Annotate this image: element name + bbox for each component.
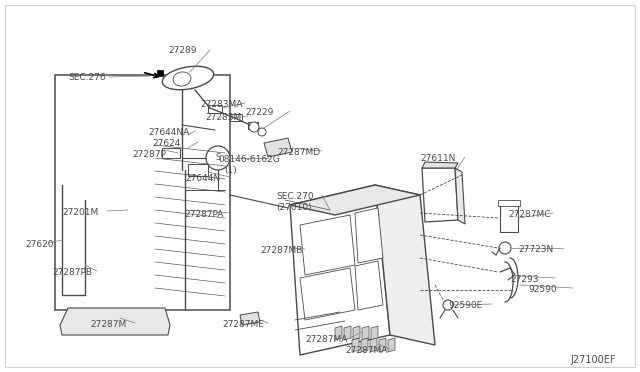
Bar: [500, 204, 518, 232]
Polygon shape: [355, 208, 383, 263]
Polygon shape: [361, 338, 368, 352]
Text: 27287MD: 27287MD: [277, 148, 320, 157]
Bar: [208, 105, 222, 113]
Polygon shape: [300, 268, 355, 320]
Polygon shape: [353, 326, 360, 340]
Ellipse shape: [163, 66, 214, 90]
Polygon shape: [379, 338, 386, 352]
Bar: [230, 114, 242, 121]
Circle shape: [258, 128, 266, 136]
Text: (1): (1): [224, 166, 237, 175]
Text: 27293: 27293: [510, 275, 538, 284]
Text: 92590: 92590: [528, 285, 557, 294]
Circle shape: [443, 300, 453, 310]
Bar: [248, 122, 258, 129]
Text: 27723N: 27723N: [518, 245, 553, 254]
Text: 92590E: 92590E: [448, 301, 483, 310]
Circle shape: [499, 242, 511, 254]
Text: 27287PA: 27287PA: [184, 210, 223, 219]
Polygon shape: [290, 185, 420, 215]
Text: 27283MA: 27283MA: [200, 100, 243, 109]
Polygon shape: [352, 338, 359, 352]
Polygon shape: [371, 326, 378, 340]
Text: J27100EF: J27100EF: [570, 355, 616, 365]
Bar: [157, 70, 163, 76]
Text: 27287PB: 27287PB: [52, 268, 92, 277]
Bar: [498, 200, 520, 206]
Polygon shape: [355, 261, 383, 310]
Ellipse shape: [173, 72, 191, 86]
Text: (27010): (27010): [276, 203, 312, 212]
Text: S: S: [216, 154, 221, 163]
Text: 27611N: 27611N: [420, 154, 456, 163]
Polygon shape: [344, 326, 351, 340]
Text: 27287MC: 27287MC: [508, 210, 550, 219]
Polygon shape: [240, 312, 260, 325]
Text: 27283M: 27283M: [205, 113, 241, 122]
Text: 27644N: 27644N: [185, 174, 220, 183]
Text: 27620: 27620: [25, 240, 54, 249]
Polygon shape: [55, 75, 230, 310]
Text: SEC.270: SEC.270: [276, 192, 314, 201]
Polygon shape: [362, 326, 369, 340]
Polygon shape: [335, 326, 342, 340]
Text: 27287M: 27287M: [90, 320, 126, 329]
Text: 27287MA: 27287MA: [345, 346, 387, 355]
Polygon shape: [455, 168, 465, 224]
Text: 27287MB: 27287MB: [260, 246, 302, 255]
Polygon shape: [375, 185, 435, 345]
Polygon shape: [422, 162, 458, 168]
Polygon shape: [370, 338, 377, 352]
Polygon shape: [290, 185, 390, 355]
Polygon shape: [60, 308, 170, 335]
Text: 27201M: 27201M: [62, 208, 99, 217]
Polygon shape: [422, 168, 458, 222]
Polygon shape: [300, 215, 355, 275]
Bar: [162, 148, 180, 158]
Text: 27644NA: 27644NA: [148, 128, 189, 137]
Text: 27287P: 27287P: [132, 150, 166, 159]
Text: 27229: 27229: [245, 108, 273, 117]
Polygon shape: [388, 338, 395, 352]
Text: SEC.276: SEC.276: [68, 73, 106, 82]
Text: 27624: 27624: [152, 139, 180, 148]
Text: 27287MA: 27287MA: [305, 335, 348, 344]
Text: 27287ME: 27287ME: [222, 320, 264, 329]
Text: 27289: 27289: [168, 46, 196, 55]
Circle shape: [249, 122, 259, 132]
Polygon shape: [264, 138, 292, 157]
Circle shape: [206, 146, 230, 170]
Bar: [188, 164, 208, 176]
Text: 08146-6162G: 08146-6162G: [218, 155, 280, 164]
